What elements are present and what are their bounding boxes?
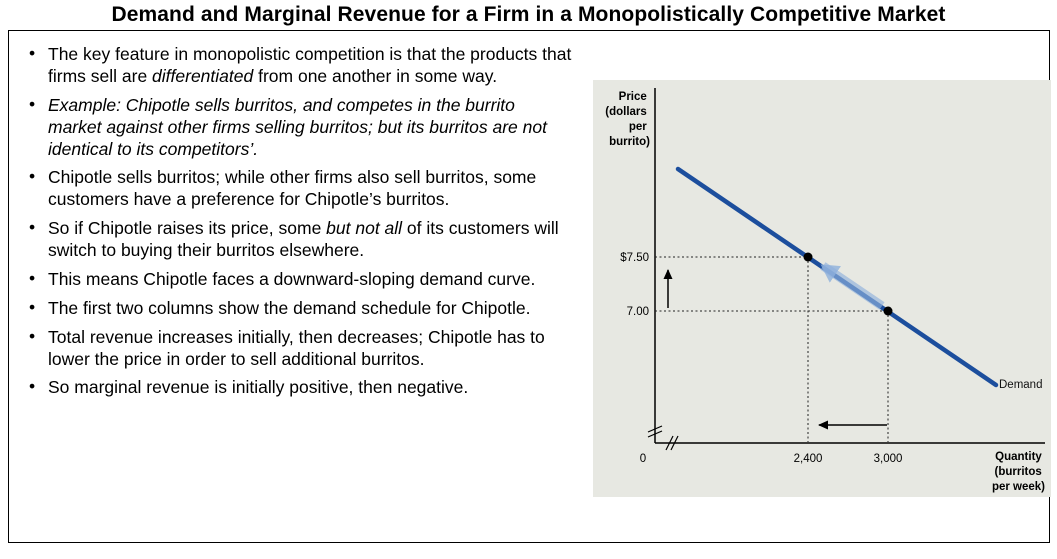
bullet-text-segment: So if Chipotle raises its price, some <box>48 218 327 239</box>
bullet-text-segment: So marginal revenue is initially positiv… <box>48 377 469 398</box>
point-2400-750 <box>803 252 813 262</box>
bullet-item: The key feature in monopolistic competit… <box>24 43 572 88</box>
bullet-text-segment: of its customers will switch to buying t… <box>48 218 559 260</box>
bullet-item: Chipotle sells burritos; while other fir… <box>24 166 572 211</box>
bullet-item: So marginal revenue is initially positiv… <box>24 376 572 399</box>
demand-chart: Price (dollars per burrito) $7.50 7.00 0… <box>605 88 1045 493</box>
bullet-item: Total revenue increases initially, then … <box>24 326 572 371</box>
demand-chart-panel: Price (dollars per burrito) $7.50 7.00 0… <box>593 80 1051 497</box>
point-3000-700 <box>883 306 893 316</box>
y-axis-break <box>647 430 663 438</box>
slide-title: Demand and Marginal Revenue for a Firm i… <box>111 3 946 26</box>
y-tick-750: $7.50 <box>620 252 649 264</box>
bullet-item: Example: Chipotle sells burritos, and co… <box>24 94 572 161</box>
demand-curve-label: Demand <box>999 379 1042 391</box>
y-axis-break <box>647 425 663 433</box>
x-axis-break <box>665 435 674 451</box>
bullet-item: This means Chipotle faces a downward-slo… <box>24 268 572 291</box>
x-axis-break <box>670 435 679 451</box>
movement-arrow <box>820 262 885 310</box>
bullet-text-segment: Example: Chipotle sells burritos, and co… <box>48 94 547 159</box>
y-axis-title: Price (dollars per burrito) <box>605 91 650 148</box>
bullet-text-segment: from one another in some way. <box>253 65 498 86</box>
origin-label: 0 <box>640 453 646 465</box>
bullet-text-segment: This means Chipotle faces a downward-slo… <box>48 268 536 289</box>
bullet-text-segment: The first two columns show the demand sc… <box>48 297 531 318</box>
bullet-text-segment: Total revenue increases initially, then … <box>48 326 545 369</box>
bullet-text-segment: but not all <box>326 218 403 239</box>
bullet-item: The first two columns show the demand sc… <box>24 297 572 320</box>
bullet-item: So if Chipotle raises its price, some bu… <box>24 217 572 262</box>
bullet-text-segment: Chipotle sells burritos; while other fir… <box>48 167 537 210</box>
bullet-text-segment: differentiated <box>152 65 254 86</box>
x-tick-3000: 3,000 <box>874 453 903 465</box>
bullet-text-segment: The key feature in monopolistic competit… <box>48 44 572 86</box>
y-tick-700: 7.00 <box>627 306 649 318</box>
x-axis-title: Quantity (burritos per week) <box>992 451 1045 493</box>
bullet-list: The key feature in monopolistic competit… <box>24 43 572 406</box>
x-tick-2400: 2,400 <box>794 453 823 465</box>
